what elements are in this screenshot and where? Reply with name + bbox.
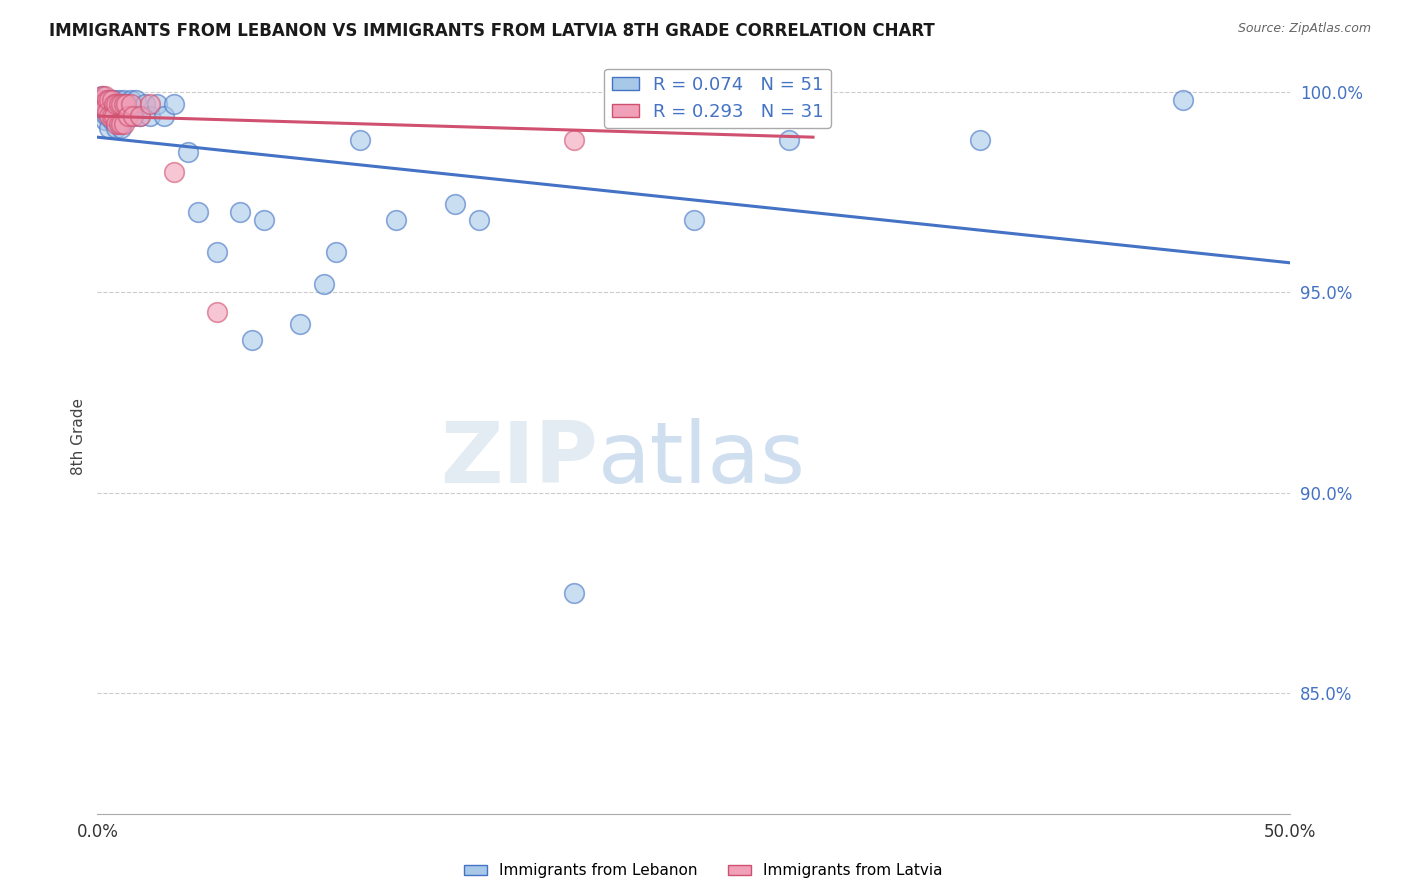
Point bbox=[122, 109, 145, 123]
Point bbox=[96, 93, 118, 107]
Point bbox=[124, 93, 146, 107]
Point bbox=[325, 245, 347, 260]
Point bbox=[444, 197, 467, 211]
Point bbox=[110, 117, 132, 131]
Point bbox=[564, 133, 586, 147]
Point bbox=[564, 586, 586, 600]
Point bbox=[108, 93, 131, 107]
Point bbox=[139, 96, 162, 111]
Point bbox=[163, 96, 186, 111]
Point bbox=[801, 104, 824, 119]
Point bbox=[93, 112, 115, 127]
Point bbox=[98, 109, 121, 123]
Point bbox=[110, 120, 132, 135]
Text: ZIP: ZIP bbox=[440, 417, 599, 500]
Point bbox=[129, 109, 152, 123]
Point bbox=[100, 93, 122, 107]
Point bbox=[93, 88, 115, 103]
Point bbox=[100, 112, 122, 127]
Point bbox=[91, 96, 114, 111]
Point bbox=[112, 96, 135, 111]
Point bbox=[253, 213, 276, 227]
Point bbox=[112, 117, 135, 131]
Point bbox=[89, 93, 111, 107]
Legend: R = 0.074   N = 51, R = 0.293   N = 31: R = 0.074 N = 51, R = 0.293 N = 31 bbox=[605, 69, 831, 128]
Point bbox=[103, 93, 125, 107]
Point bbox=[103, 109, 125, 123]
Point bbox=[98, 93, 121, 107]
Point bbox=[682, 213, 704, 227]
Point bbox=[110, 96, 132, 111]
Point bbox=[163, 165, 186, 179]
Point bbox=[778, 88, 800, 103]
Point bbox=[105, 120, 128, 135]
Point bbox=[115, 96, 138, 111]
Point bbox=[120, 96, 142, 111]
Point bbox=[122, 109, 145, 123]
Point bbox=[384, 213, 406, 227]
Point bbox=[229, 205, 252, 219]
Point bbox=[105, 96, 128, 111]
Point bbox=[103, 96, 125, 111]
Point bbox=[100, 93, 122, 107]
Point bbox=[129, 109, 152, 123]
Point bbox=[139, 109, 162, 123]
Point bbox=[96, 104, 118, 119]
Point bbox=[91, 88, 114, 103]
Point bbox=[100, 109, 122, 123]
Point bbox=[468, 213, 491, 227]
Point bbox=[117, 109, 139, 123]
Point bbox=[108, 112, 131, 127]
Point bbox=[120, 93, 142, 107]
Point bbox=[115, 96, 138, 111]
Point bbox=[187, 205, 209, 219]
Point bbox=[91, 88, 114, 103]
Point bbox=[312, 277, 335, 292]
Point bbox=[778, 133, 800, 147]
Point bbox=[177, 145, 200, 159]
Point bbox=[146, 96, 169, 111]
Text: IMMIGRANTS FROM LEBANON VS IMMIGRANTS FROM LATVIA 8TH GRADE CORRELATION CHART: IMMIGRANTS FROM LEBANON VS IMMIGRANTS FR… bbox=[49, 22, 935, 40]
Point bbox=[112, 112, 135, 127]
Point bbox=[117, 109, 139, 123]
Point bbox=[110, 96, 132, 111]
Point bbox=[93, 101, 115, 115]
Point bbox=[103, 109, 125, 123]
Point bbox=[105, 96, 128, 111]
Point bbox=[349, 133, 371, 147]
Point bbox=[205, 245, 228, 260]
Point bbox=[153, 109, 176, 123]
Text: Source: ZipAtlas.com: Source: ZipAtlas.com bbox=[1237, 22, 1371, 36]
Point bbox=[98, 120, 121, 135]
Legend: Immigrants from Lebanon, Immigrants from Latvia: Immigrants from Lebanon, Immigrants from… bbox=[457, 857, 949, 884]
Point bbox=[108, 96, 131, 111]
Point bbox=[969, 133, 991, 147]
Point bbox=[288, 318, 311, 332]
Point bbox=[112, 93, 135, 107]
Point bbox=[89, 93, 111, 107]
Y-axis label: 8th Grade: 8th Grade bbox=[72, 398, 86, 475]
Point bbox=[91, 104, 114, 119]
Point bbox=[205, 305, 228, 319]
Text: atlas: atlas bbox=[599, 417, 806, 500]
Point bbox=[96, 109, 118, 123]
Point bbox=[108, 117, 131, 131]
Point bbox=[242, 334, 264, 348]
Point bbox=[96, 93, 118, 107]
Point bbox=[93, 93, 115, 107]
Point bbox=[1171, 93, 1194, 107]
Point bbox=[98, 96, 121, 111]
Point bbox=[134, 96, 156, 111]
Point bbox=[105, 117, 128, 131]
